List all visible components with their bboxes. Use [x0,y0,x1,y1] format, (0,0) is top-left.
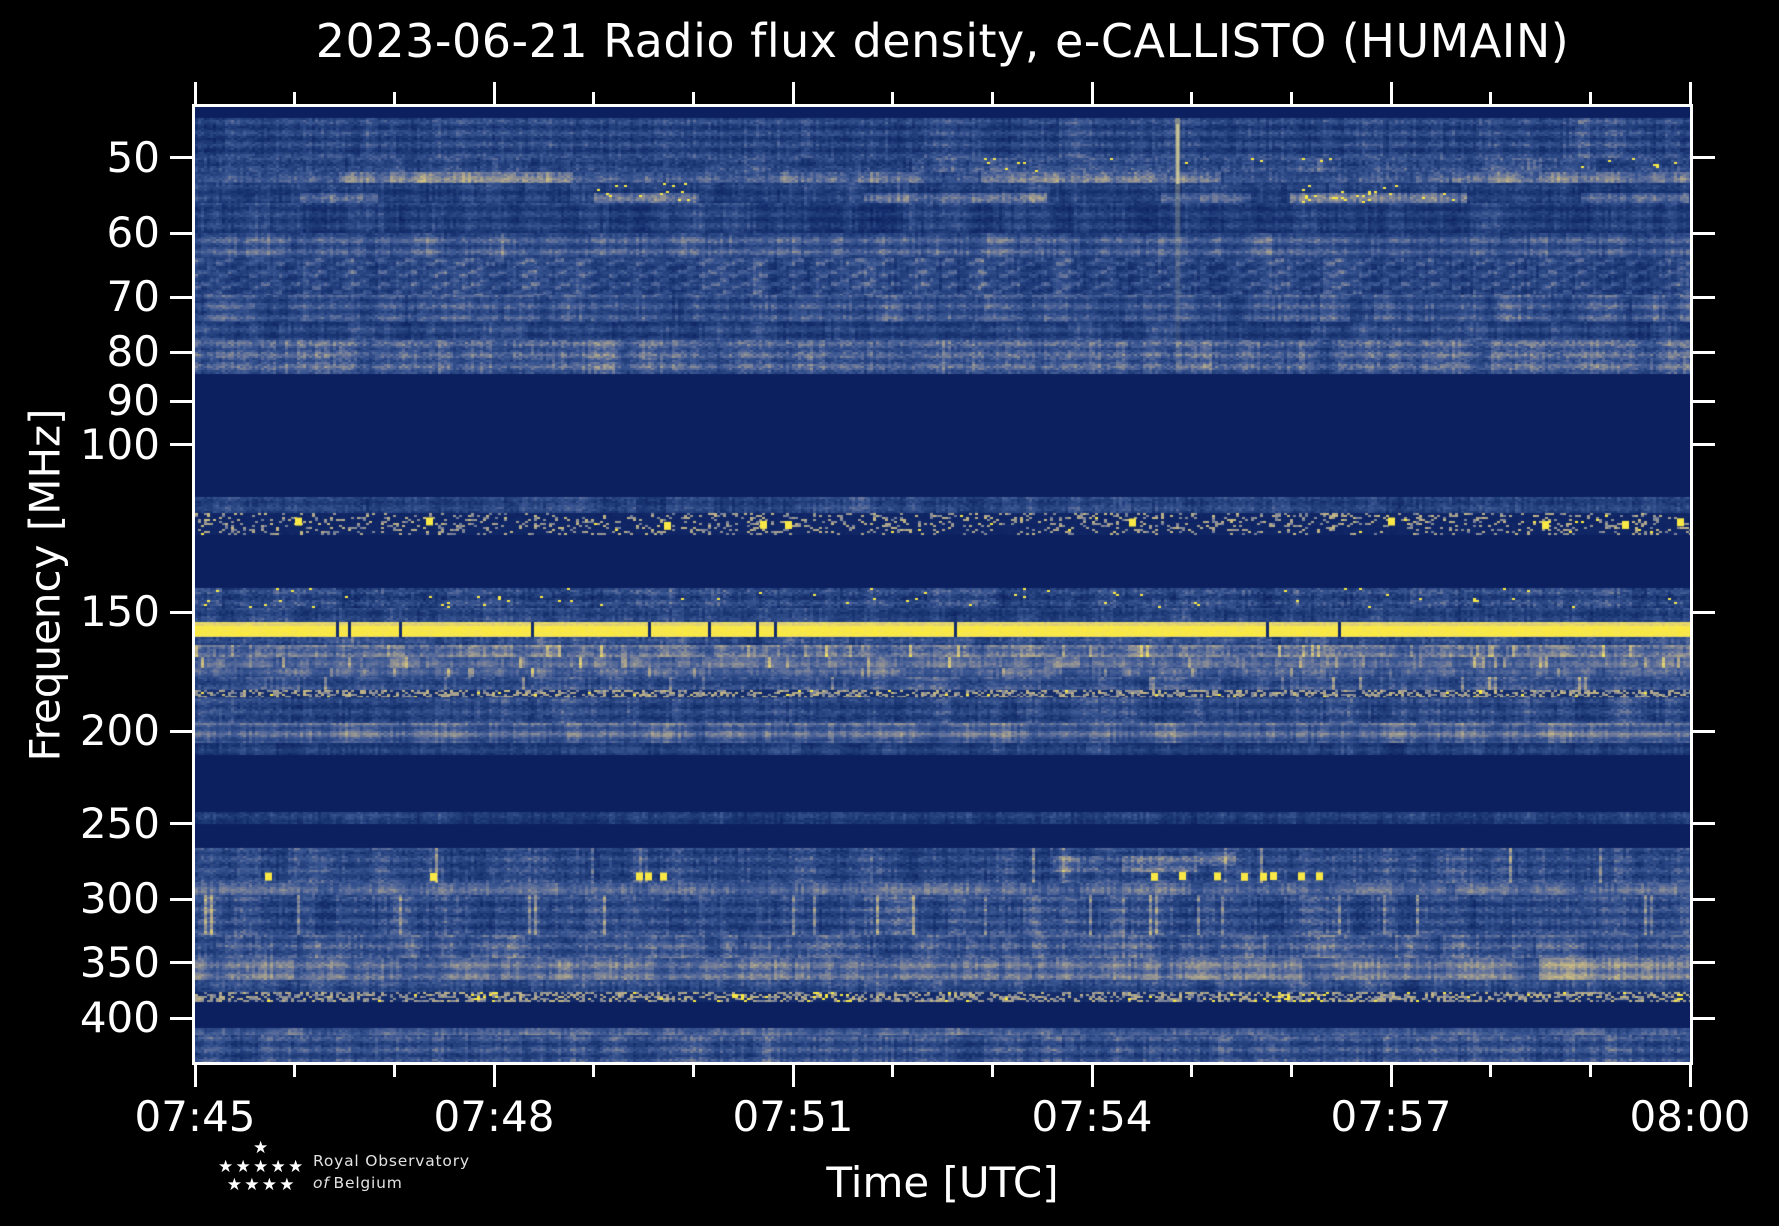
y-axis-major-tick-right [1693,897,1715,901]
x-axis-minor-tick-top [592,92,596,104]
x-axis-minor-tick-top [1588,92,1592,104]
y-axis-major-tick-right [1693,350,1715,354]
x-axis-minor-tick [1489,1065,1493,1077]
y-axis-major-tick [170,961,192,965]
y-axis-major-tick-right [1693,231,1715,235]
chart-title: 2023-06-21 Radio flux density, e-CALLIST… [315,14,1570,68]
x-axis-minor-tick [1588,1065,1592,1077]
star-icon: ★ [253,1138,269,1158]
y-axis-major-tick-right [1693,295,1715,299]
y-axis-major-tick [170,399,192,403]
logo-text-line1: Royal Observatory [313,1152,470,1170]
star-icon: ★ [270,1156,286,1177]
x-axis-minor-tick-top [1190,92,1194,104]
star-icon: ★ [218,1156,234,1177]
y-tick-label: 80 [106,327,160,377]
y-tick-label: 70 [106,272,160,322]
y-axis-major-tick-right [1693,822,1715,826]
y-tick-label: 60 [106,208,160,258]
x-axis-major-tick [492,1065,496,1087]
x-axis-major-tick-top [1090,82,1094,104]
x-axis-minor-tick-top [293,92,297,104]
x-axis-major-tick [791,1065,795,1087]
y-axis-major-tick-right [1693,1016,1715,1020]
x-axis-minor-tick [293,1065,297,1077]
x-axis-minor-tick [1289,1065,1293,1077]
x-axis-major-tick-top [1688,82,1692,104]
y-tick-label: 50 [106,132,160,182]
rob-logo: ★ ★ ★ ★ ★ ★ ★ ★ ★ ★ Royal Observatory of Belgium [205,1140,625,1220]
y-axis-major-tick [170,295,192,299]
x-tick-label: 07:57 [1330,1092,1452,1141]
x-axis-minor-tick [392,1065,396,1077]
x-tick-label: 07:51 [732,1092,854,1141]
x-axis-major-tick [1389,1065,1393,1087]
x-axis-major-tick [1090,1065,1094,1087]
star-icon: ★ [235,1156,251,1177]
y-axis-major-tick-right [1693,399,1715,403]
y-axis-major-tick-right [1693,729,1715,733]
x-axis-major-tick [193,1065,197,1087]
star-icon: ★ [253,1156,269,1177]
x-axis-minor-tick-top [1289,92,1293,104]
x-tick-label: 08:00 [1629,1092,1751,1141]
x-axis-label: Time [UTC] [826,1158,1059,1207]
x-tick-label: 07:48 [433,1092,555,1141]
star-icon: ★ [288,1156,304,1177]
x-tick-label: 07:45 [134,1092,256,1141]
star-icon: ★ [279,1175,295,1195]
x-axis-minor-tick-top [891,92,895,104]
y-tick-label: 250 [79,798,160,848]
x-axis-minor-tick [891,1065,895,1077]
star-icon: ★ [244,1175,260,1195]
x-tick-label: 07:54 [1031,1092,1153,1141]
y-axis-major-tick [170,897,192,901]
y-axis-major-tick [170,443,192,447]
y-tick-label: 90 [106,376,160,426]
x-axis-minor-tick-top [1489,92,1493,104]
x-axis-minor-tick-top [691,92,695,104]
y-tick-label: 350 [79,937,160,987]
spectrogram-canvas [195,107,1690,1062]
y-axis-major-tick [170,231,192,235]
y-axis-major-tick-right [1693,961,1715,965]
y-axis-label: Frequency [MHz] [20,408,70,762]
y-tick-label: 200 [79,706,160,756]
x-axis-major-tick-top [1389,82,1393,104]
x-axis-minor-tick [990,1065,994,1077]
y-axis-major-tick [170,822,192,826]
x-axis-major-tick [1688,1065,1692,1087]
y-tick-label: 100 [79,419,160,469]
y-axis-major-tick [170,729,192,733]
x-axis-minor-tick [592,1065,596,1077]
x-axis-major-tick-top [193,82,197,104]
star-icon: ★ [226,1175,242,1195]
x-axis-major-tick-top [492,82,496,104]
y-tick-label: 400 [79,993,160,1042]
x-axis-minor-tick [1190,1065,1194,1077]
x-axis-minor-tick [691,1065,695,1077]
x-axis-minor-tick-top [392,92,396,104]
x-axis-major-tick-top [791,82,795,104]
y-tick-label: 300 [79,874,160,924]
y-axis-major-tick-right [1693,156,1715,160]
y-axis-major-tick [170,350,192,354]
y-axis-major-tick [170,156,192,160]
y-axis-major-tick [170,610,192,614]
y-axis-major-tick-right [1693,610,1715,614]
star-icon: ★ [261,1175,277,1195]
y-axis-major-tick-right [1693,443,1715,447]
y-tick-label: 150 [79,587,160,637]
rob-logo-text: Royal Observatory of Belgium [313,1150,470,1194]
x-axis-minor-tick-top [990,92,994,104]
y-axis-major-tick [170,1016,192,1020]
logo-text-line2: of Belgium [313,1174,403,1192]
